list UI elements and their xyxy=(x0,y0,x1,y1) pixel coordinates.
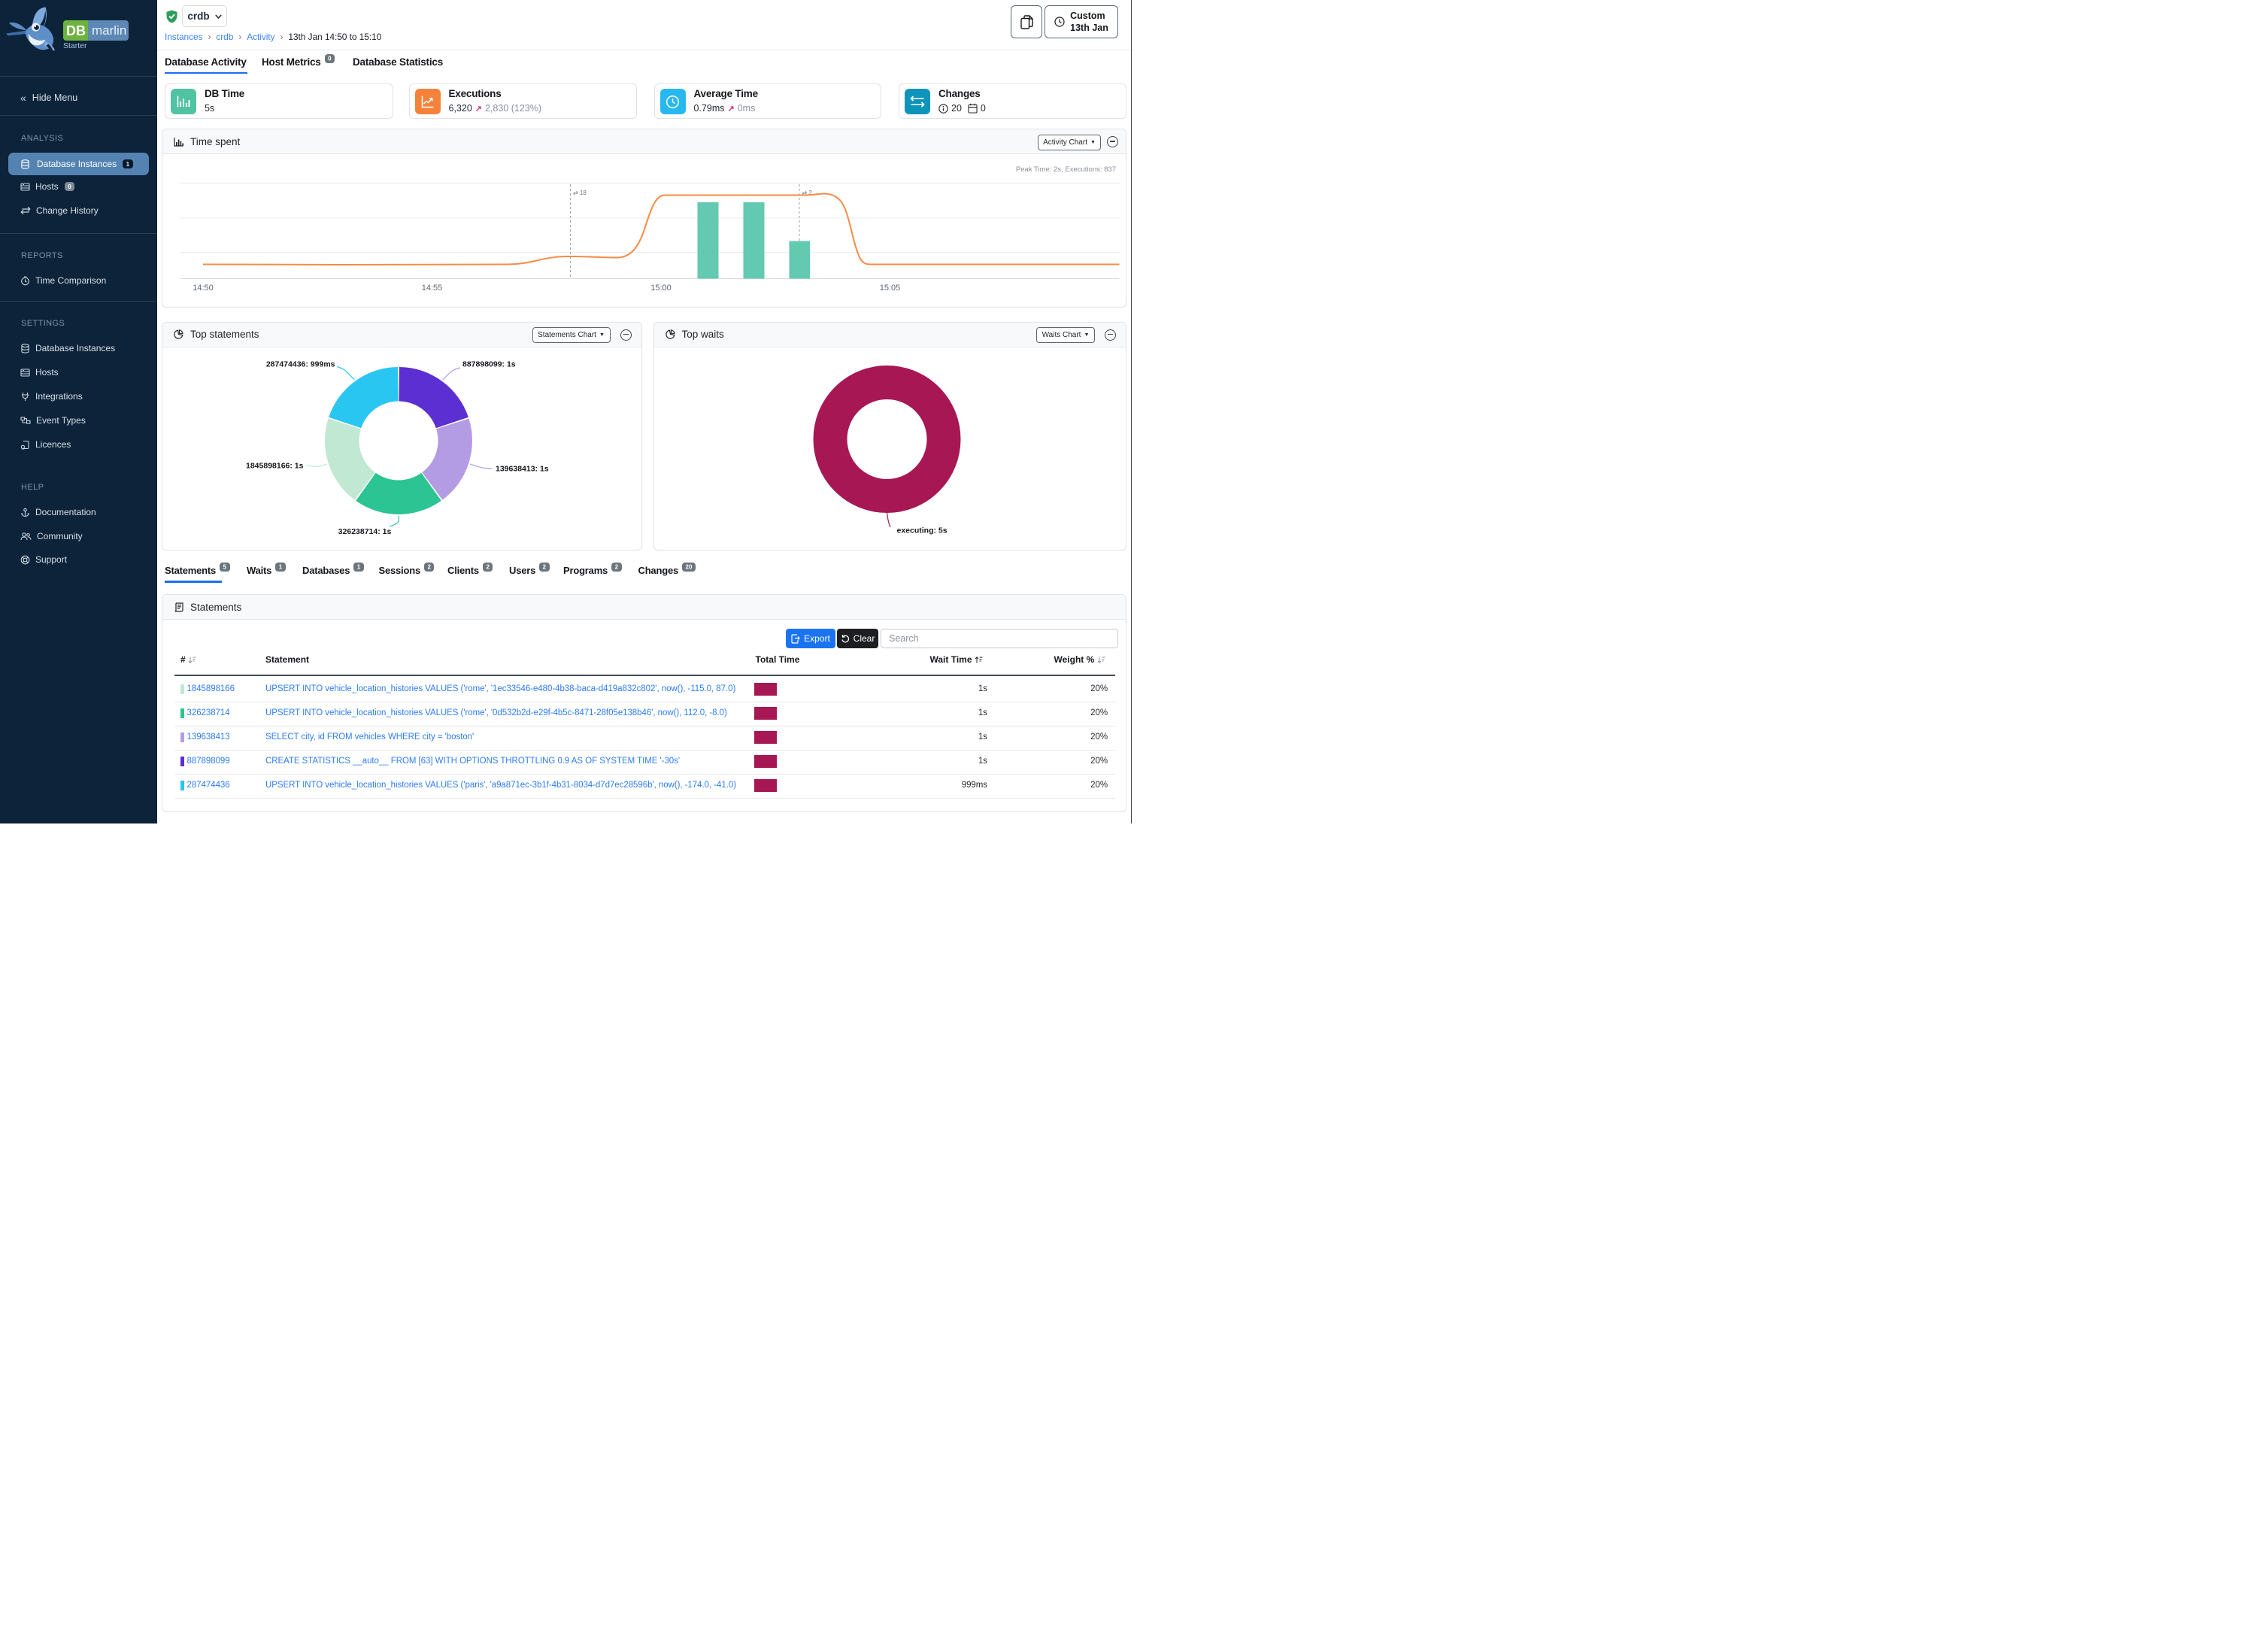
svg-text:⇄ 18: ⇄ 18 xyxy=(573,190,587,196)
svg-text:⇄ 2: ⇄ 2 xyxy=(802,190,813,196)
svg-text:executing: 5s: executing: 5s xyxy=(896,526,947,535)
svg-text:139638413: 1s: 139638413: 1s xyxy=(496,464,549,473)
svg-text:14:55: 14:55 xyxy=(422,284,443,293)
svg-text:887898099: 1s: 887898099: 1s xyxy=(462,359,516,369)
svg-text:marlin: marlin xyxy=(92,23,126,38)
svg-text:Starter: Starter xyxy=(63,41,87,50)
svg-text:326238714: 1s: 326238714: 1s xyxy=(338,527,392,536)
svg-text:287474436: 999ms: 287474436: 999ms xyxy=(266,359,335,369)
svg-text:DB: DB xyxy=(66,23,86,38)
svg-text:1845898166: 1s: 1845898166: 1s xyxy=(246,461,304,470)
svg-text:14:50: 14:50 xyxy=(193,284,214,293)
svg-text:Peak Time: 2s, Executions: 837: Peak Time: 2s, Executions: 837 xyxy=(1016,165,1116,174)
svg-text:15:05: 15:05 xyxy=(880,284,901,293)
svg-text:15:00: 15:00 xyxy=(650,284,672,293)
